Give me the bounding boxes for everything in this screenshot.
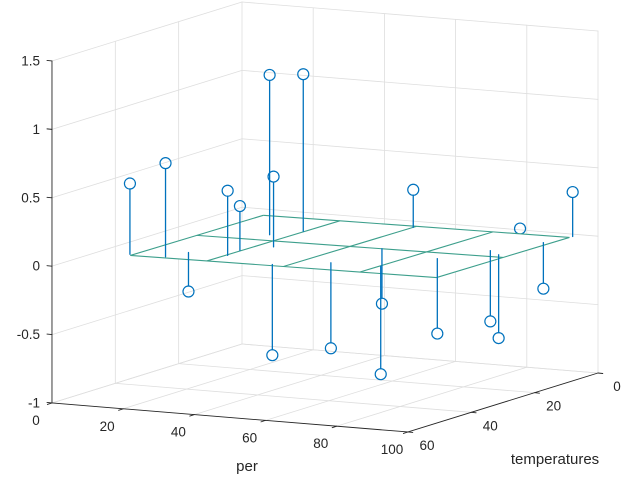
z-tick-label: 0.5 <box>21 190 40 205</box>
x-tick-mark <box>118 408 124 411</box>
stem-marker <box>297 68 310 81</box>
stem-marker <box>374 368 387 381</box>
z-tick-mark <box>46 60 53 62</box>
z-tick-mark <box>46 128 53 130</box>
x-tick-mark <box>402 431 409 434</box>
stem-marker <box>566 185 579 199</box>
z-tick-mark <box>46 333 53 336</box>
stems <box>123 68 579 381</box>
x-tick-label: 60 <box>242 430 257 445</box>
x-axis-label: per <box>236 458 258 475</box>
y-tick-mark <box>597 372 604 374</box>
stem-marker <box>537 282 550 295</box>
stem-marker <box>267 170 280 183</box>
stem-marker <box>513 222 527 235</box>
stem-marker <box>266 349 279 362</box>
stem-marker <box>221 184 234 197</box>
mesh-face <box>206 240 350 267</box>
z-tick-label: 1.5 <box>21 53 40 68</box>
x-tick-mark <box>189 414 195 417</box>
wall-grid <box>51 1 599 427</box>
z-tick-label: -0.5 <box>17 327 40 342</box>
stem-marker <box>123 177 137 190</box>
grid-line-floor-x <box>51 343 243 404</box>
stem-marker <box>407 183 420 196</box>
stem-marker <box>431 327 444 340</box>
grid-line-left-wall-z <box>51 275 243 335</box>
y-tick-mark <box>534 392 540 394</box>
grid-line-right-wall-z <box>241 275 599 306</box>
x-tick-label: 80 <box>313 436 328 451</box>
grid-line-floor-y <box>114 382 472 413</box>
z-tick-label: 0 <box>32 259 40 274</box>
mesh-face <box>283 246 427 273</box>
z-tick-label: 1 <box>32 122 40 137</box>
mesh-face <box>273 220 417 247</box>
grid-line-right-wall-z <box>241 1 599 32</box>
grid-line-right-wall-z <box>241 206 599 237</box>
grid-line-floor-x <box>122 349 314 410</box>
grid-line-left-wall-z <box>51 138 243 199</box>
y-tick-mark <box>407 431 414 433</box>
grid-line-left-wall-z <box>51 1 243 62</box>
mesh-column-line <box>436 236 570 279</box>
grid-line-right-wall-z <box>241 70 599 100</box>
grid-line-floor-x <box>265 360 457 421</box>
x-tick-mark <box>260 419 267 423</box>
grid-line-right-wall-z <box>241 138 599 169</box>
mesh-face <box>349 226 493 252</box>
y-tick-label: 60 <box>419 438 434 453</box>
z-tick-mark <box>46 402 53 404</box>
y-tick-label: 0 <box>613 379 621 394</box>
z-tick-mark <box>46 196 53 199</box>
mesh-face <box>196 215 340 241</box>
grid-line-left-wall-z <box>51 206 243 267</box>
stem-marker <box>375 297 389 310</box>
grid-line-left-wall-z <box>51 70 243 130</box>
y-axis-label: temperatures <box>511 451 599 468</box>
z-tick-label: -1 <box>28 395 40 410</box>
stem-marker <box>484 315 497 328</box>
z-tick-mark <box>46 265 53 267</box>
mesh-face <box>359 251 503 278</box>
y-axis-line <box>407 372 599 433</box>
stem-marker <box>182 285 195 298</box>
fit-plane-mesh <box>130 214 570 279</box>
y-tick-label: 40 <box>483 418 498 433</box>
y-tick-label: 20 <box>546 399 561 414</box>
x-tick-label: 100 <box>381 442 404 457</box>
x-axis-line <box>51 402 409 433</box>
mesh-column-line <box>283 225 417 268</box>
x-tick-label: 40 <box>171 425 186 440</box>
mesh-face <box>426 231 570 258</box>
x-tick-label: 0 <box>32 413 40 428</box>
stem-marker <box>159 157 172 170</box>
grid-line-floor-y <box>178 363 536 394</box>
x-tick-label: 20 <box>100 419 115 434</box>
y-tick-mark <box>470 411 477 414</box>
grid-line-floor-y <box>241 343 599 374</box>
grid-line-floor-x <box>193 355 385 415</box>
tick-labels: 0 20 40 60 80 100 0 20 40 60 -1 -0.5 0 0.5 1 1.5 <box>17 53 621 457</box>
stem-marker <box>263 68 276 82</box>
grid-line-floor-x <box>336 366 528 427</box>
mesh-column-line <box>130 214 264 256</box>
stem-marker <box>492 331 505 345</box>
x-tick-mark <box>331 425 338 429</box>
stem-marker <box>233 199 247 213</box>
axes-lines-ticks <box>46 60 604 434</box>
stem-marker <box>324 342 337 355</box>
